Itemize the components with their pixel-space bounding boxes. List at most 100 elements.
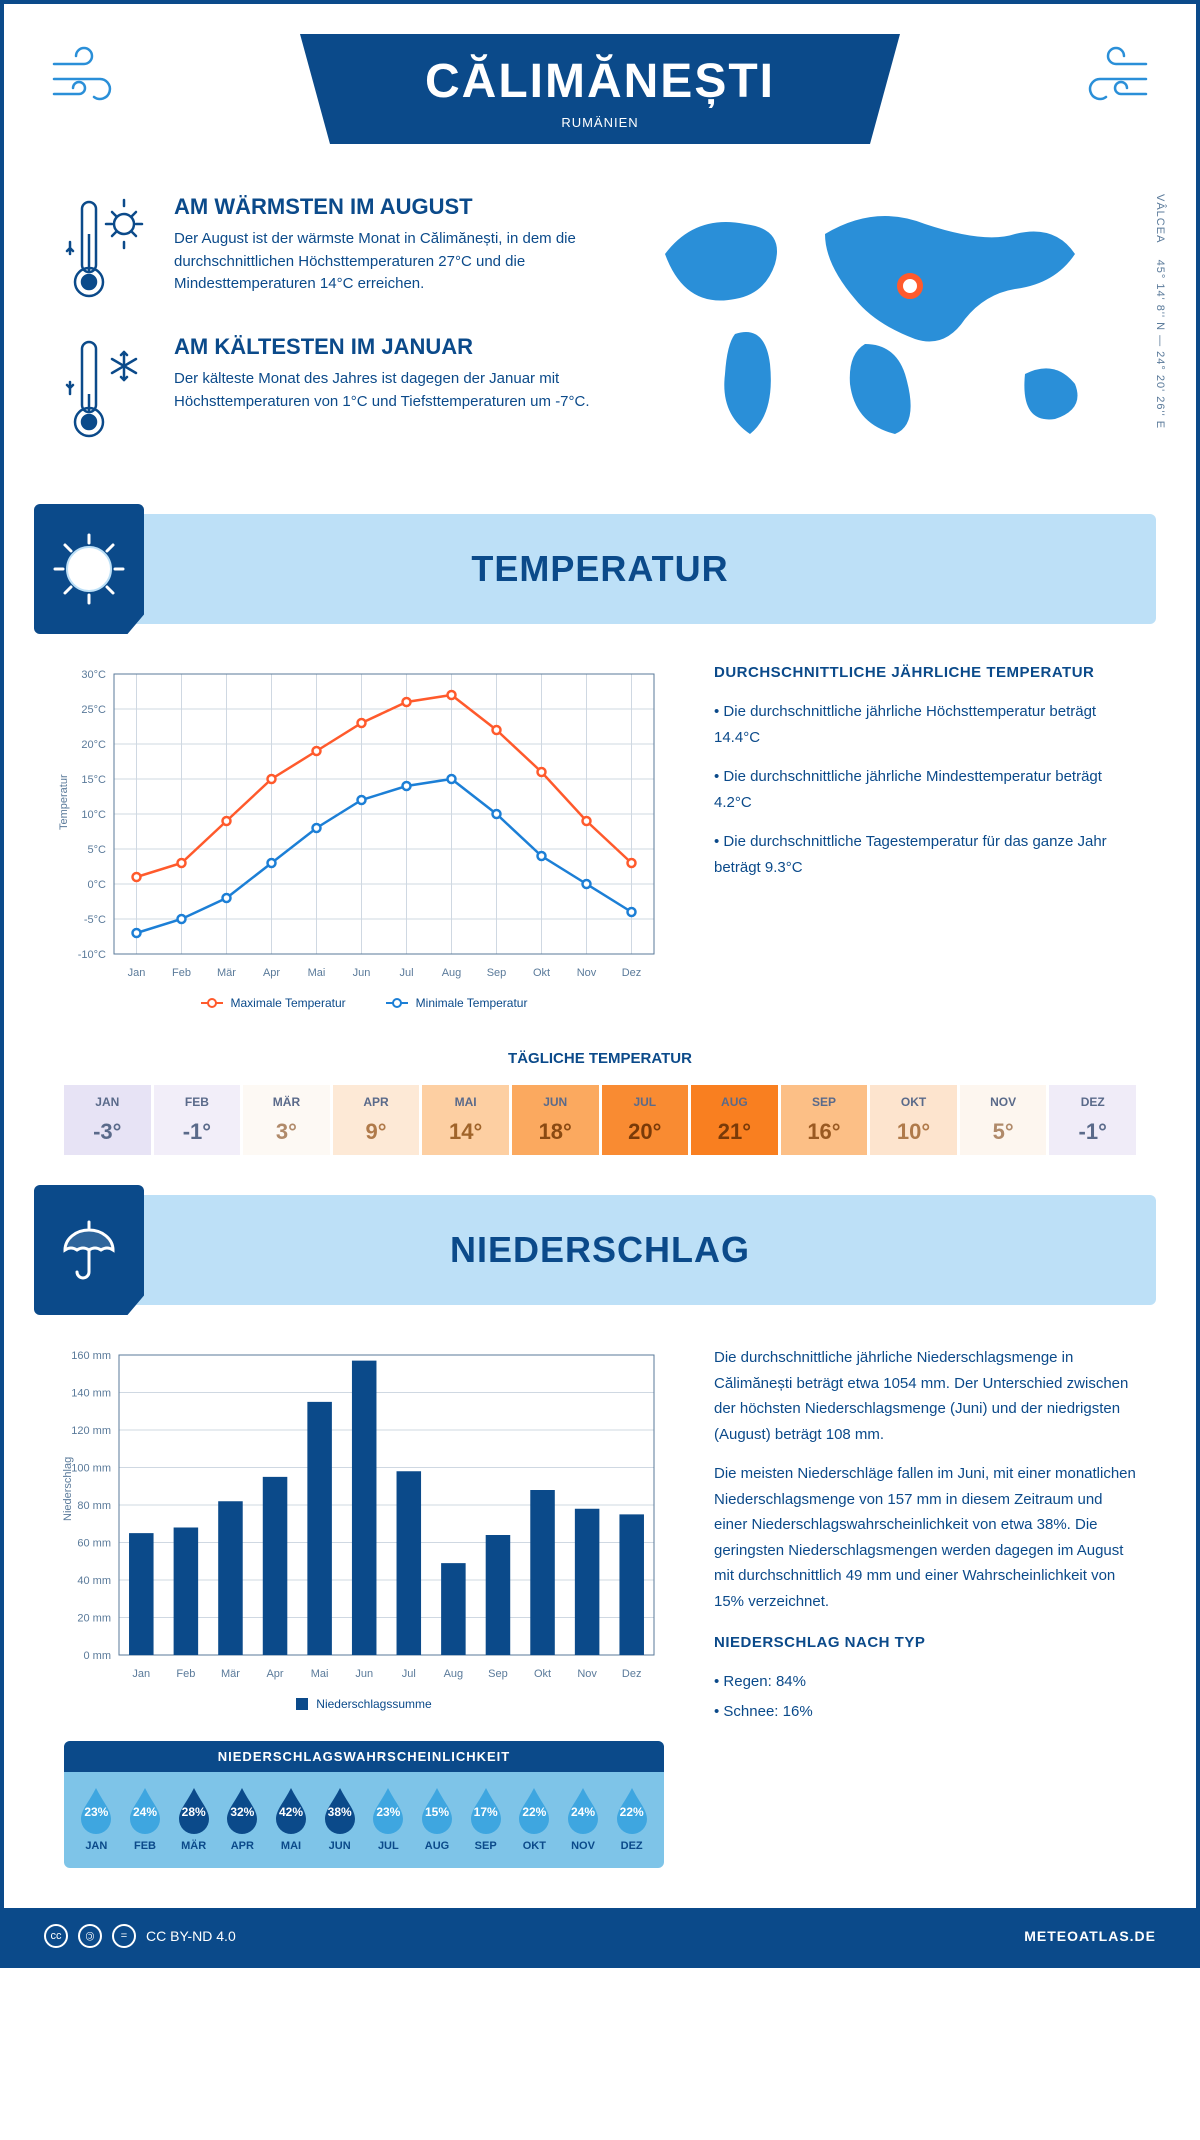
country-name: RUMÄNIEN	[380, 115, 820, 130]
cc-icon: cc	[44, 1924, 68, 1948]
svg-text:160 mm: 160 mm	[71, 1350, 111, 1362]
map-column: VÂLCEA 45° 14' 8'' N — 24° 20' 26'' E	[645, 194, 1136, 474]
svg-text:0°C: 0°C	[88, 879, 107, 891]
precip-drop: 24% NOV	[561, 1786, 606, 1852]
legend-min: Minimale Temperatur	[416, 996, 528, 1010]
svg-text:Feb: Feb	[176, 1668, 195, 1680]
svg-text:40 mm: 40 mm	[77, 1575, 111, 1587]
precip-para: Die meisten Niederschläge fallen im Juni…	[714, 1461, 1136, 1614]
svg-text:Okt: Okt	[533, 967, 550, 979]
svg-text:Apr: Apr	[263, 967, 280, 979]
legend-max: Maximale Temperatur	[231, 996, 346, 1010]
intro-row: AM WÄRMSTEN IM AUGUST Der August ist der…	[4, 164, 1196, 514]
svg-text:Jan: Jan	[128, 967, 146, 979]
thermometer-sun-icon	[64, 194, 154, 304]
svg-text:30°C: 30°C	[81, 669, 106, 681]
legend-sum: Niederschlagssumme	[316, 1697, 431, 1711]
precip-para: Die durchschnittliche jährliche Niedersc…	[714, 1345, 1136, 1447]
drop-row: 23% JAN 24% FEB 28% MÄR 32% APR 42% MAI …	[64, 1772, 664, 1852]
svg-text:Jul: Jul	[402, 1668, 416, 1680]
svg-text:Sep: Sep	[488, 1668, 508, 1680]
temp-cell: OKT10°	[870, 1085, 957, 1155]
svg-text:15°C: 15°C	[81, 774, 106, 786]
svg-text:Mai: Mai	[311, 1668, 329, 1680]
precip-drop: 28% MÄR	[171, 1786, 216, 1852]
precip-drop: 23% JUL	[366, 1786, 411, 1852]
precip-drop: 15% AUG	[415, 1786, 460, 1852]
svg-text:Jul: Jul	[399, 967, 413, 979]
temp-y-axis-label: Temperatur	[58, 774, 70, 830]
nd-icon: =	[112, 1924, 136, 1948]
svg-text:10°C: 10°C	[81, 809, 106, 821]
page: CĂLIMĂNEȘTI RUMÄNIEN AM WÄRMSTEN IM AUGU…	[0, 0, 1200, 1968]
precip-y-axis-label: Niederschlag	[62, 1457, 74, 1521]
svg-text:20 mm: 20 mm	[77, 1613, 111, 1625]
temperature-heading: TEMPERATUR	[44, 548, 1156, 590]
title-banner: CĂLIMĂNEȘTI RUMÄNIEN	[300, 34, 900, 144]
license-text: CC BY-ND 4.0	[146, 1928, 236, 1944]
temp-cell: JUL20°	[602, 1085, 689, 1155]
coldest-title: AM KÄLTESTEN IM JANUAR	[174, 334, 605, 360]
daily-temp-title: TÄGLICHE TEMPERATUR	[64, 1050, 1136, 1067]
precip-chart: Niederschlag 0 mm20 mm40 mm60 mm80 mm100…	[64, 1345, 664, 1868]
umbrella-icon	[34, 1185, 144, 1315]
svg-text:Mai: Mai	[308, 967, 326, 979]
temp-cell: SEP16°	[781, 1085, 868, 1155]
precip-drop: 32% APR	[220, 1786, 265, 1852]
precip-drop: 22% DEZ	[609, 1786, 654, 1852]
temp-cell: DEZ-1°	[1049, 1085, 1136, 1155]
warmest-title: AM WÄRMSTEN IM AUGUST	[174, 194, 605, 220]
daily-temp-section: TÄGLICHE TEMPERATUR JAN-3°FEB-1°MÄR3°APR…	[4, 1050, 1196, 1195]
precip-drop: 38% JUN	[317, 1786, 362, 1852]
line-chart: -10°C-5°C0°C5°C10°C15°C20°C25°C30°CJanFe…	[64, 664, 664, 984]
svg-text:Feb: Feb	[172, 967, 191, 979]
svg-text:Sep: Sep	[487, 967, 507, 979]
temp-info-title: DURCHSCHNITTLICHE JÄHRLICHE TEMPERATUR	[714, 664, 1136, 681]
svg-text:Jan: Jan	[132, 1668, 150, 1680]
precip-section: Niederschlag 0 mm20 mm40 mm60 mm80 mm100…	[4, 1305, 1196, 1908]
temp-bullet: • Die durchschnittliche jährliche Höchst…	[714, 699, 1136, 750]
precip-drop: 17% SEP	[463, 1786, 508, 1852]
precip-drop: 23% JAN	[74, 1786, 119, 1852]
svg-text:Dez: Dez	[622, 967, 642, 979]
temp-cell: JUN18°	[512, 1085, 599, 1155]
site-name: METEOATLAS.DE	[1024, 1928, 1156, 1944]
svg-text:Jun: Jun	[353, 967, 371, 979]
svg-text:Jun: Jun	[355, 1668, 373, 1680]
thermometer-snow-icon	[64, 334, 154, 444]
precip-heading: NIEDERSCHLAG	[44, 1229, 1156, 1271]
svg-text:Nov: Nov	[577, 1668, 597, 1680]
footer: cc 🄯 = CC BY-ND 4.0 METEOATLAS.DE	[4, 1908, 1196, 1964]
svg-text:Dez: Dez	[622, 1668, 642, 1680]
svg-text:60 mm: 60 mm	[77, 1538, 111, 1550]
svg-text:80 mm: 80 mm	[77, 1500, 111, 1512]
precip-drop: 22% OKT	[512, 1786, 557, 1852]
intro-facts: AM WÄRMSTEN IM AUGUST Der August ist der…	[64, 194, 605, 474]
svg-text:Okt: Okt	[534, 1668, 551, 1680]
svg-text:140 mm: 140 mm	[71, 1388, 111, 1400]
city-name: CĂLIMĂNEȘTI	[380, 54, 820, 109]
precip-info: Die durchschnittliche jährliche Niedersc…	[714, 1345, 1136, 1868]
temp-legend: Maximale Temperatur Minimale Temperatur	[64, 996, 664, 1010]
temperature-section: Temperatur -10°C-5°C0°C5°C10°C15°C20°C25…	[4, 624, 1196, 1050]
warmest-fact: AM WÄRMSTEN IM AUGUST Der August ist der…	[64, 194, 605, 304]
precip-type-title: NIEDERSCHLAG NACH TYP	[714, 1634, 1136, 1651]
precip-type: • Schnee: 16%	[714, 1699, 1136, 1725]
temp-info: DURCHSCHNITTLICHE JÄHRLICHE TEMPERATUR •…	[714, 664, 1136, 1010]
coordinates: VÂLCEA 45° 14' 8'' N — 24° 20' 26'' E	[1154, 194, 1166, 429]
svg-text:Aug: Aug	[442, 967, 462, 979]
svg-text:120 mm: 120 mm	[71, 1425, 111, 1437]
temp-cell: NOV5°	[960, 1085, 1047, 1155]
wind-icon	[44, 44, 144, 114]
header: CĂLIMĂNEȘTI RUMÄNIEN	[4, 4, 1196, 164]
sun-icon	[34, 504, 144, 634]
daily-temp-grid: JAN-3°FEB-1°MÄR3°APR9°MAI14°JUN18°JUL20°…	[64, 1085, 1136, 1155]
svg-text:100 mm: 100 mm	[71, 1463, 111, 1475]
bar-chart: 0 mm20 mm40 mm60 mm80 mm100 mm120 mm140 …	[64, 1345, 664, 1685]
svg-text:20°C: 20°C	[81, 739, 106, 751]
precip-drop: 42% MAI	[269, 1786, 314, 1852]
svg-text:Mär: Mär	[221, 1668, 240, 1680]
temperature-banner: TEMPERATUR	[44, 514, 1156, 624]
temp-cell: MÄR3°	[243, 1085, 330, 1155]
temp-cell: FEB-1°	[154, 1085, 241, 1155]
